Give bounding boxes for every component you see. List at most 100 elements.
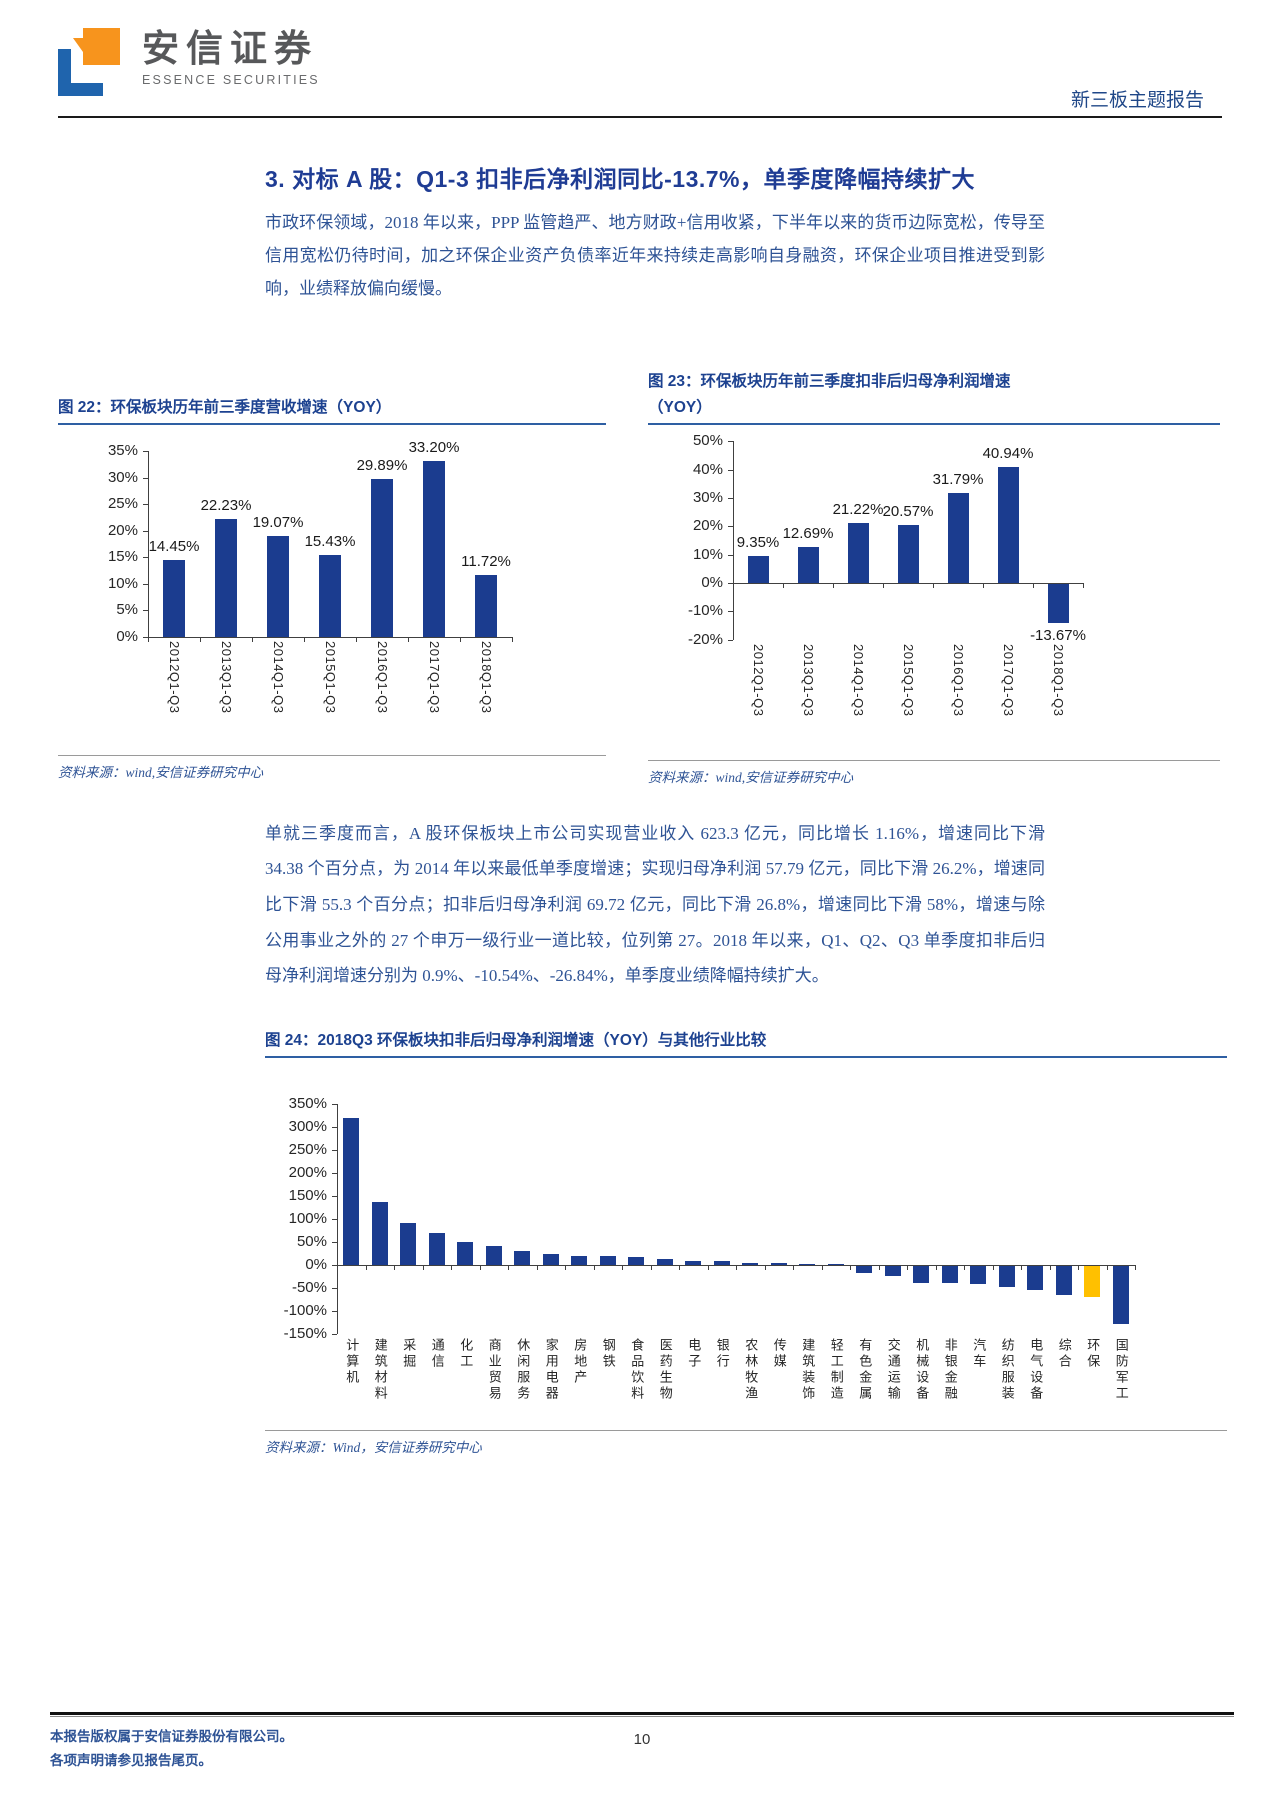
data-label: 33.20% <box>408 438 460 456</box>
data-label: 11.72% <box>461 552 511 570</box>
figure-24-source: 资料来源：Wind，安信证券研究中心 <box>265 1430 1227 1456</box>
y-tick-label: 250% <box>288 1141 327 1159</box>
y-tick-label: 0% <box>305 1256 327 1274</box>
x-tick <box>707 1265 709 1271</box>
chart-bar <box>267 535 289 637</box>
figure-22: 图 22：环保板块历年前三季度营收增速（YOY） 35% 30% 25% 20% 15%… <box>58 359 606 785</box>
header-divider <box>58 116 1222 118</box>
x-category-label: 传媒 <box>771 1338 787 1371</box>
data-label: 29.89% <box>356 456 408 474</box>
figure-24-title: 图 24：2018Q3 环保板块扣非后归母净利润增速（YOY）与其他行业比较 <box>265 1031 767 1049</box>
x-category-label: 钢铁 <box>600 1338 616 1371</box>
y-tick-label: 30% <box>107 468 138 486</box>
x-tick <box>565 1265 566 1271</box>
y-tick-label: 200% <box>288 1164 327 1182</box>
y-tick-label: 100% <box>288 1210 327 1228</box>
figure-23-chart: 50% 40% 30% 20% 10% 0% -10% -20% 9.35% 12.69% 21.2… <box>648 432 1220 751</box>
x-tick <box>148 636 149 642</box>
x-category-label: 2013Q1-Q3 <box>219 640 234 714</box>
chart-bar <box>685 1260 702 1266</box>
x-category-label: 医药生物 <box>657 1338 673 1403</box>
copyright-line: 本报告版权属于安信证券股份有限公司。 <box>50 1729 293 1744</box>
chart-bar <box>400 1222 417 1266</box>
y-tick <box>728 639 733 641</box>
y-axis <box>148 451 149 637</box>
y-tick <box>143 477 148 479</box>
chart-bar <box>970 1266 987 1284</box>
x-tick <box>479 1265 481 1271</box>
brand-name-cn: 安信证券 <box>142 28 318 69</box>
y-tick <box>728 498 733 500</box>
brand-name-en: ESSENCE SECURITIES <box>142 72 320 87</box>
figure-row: 图 22：环保板块历年前三季度营收增速（YOY） 35% 30% 25% 20% 15%… <box>58 359 1222 785</box>
logo-orange-cube <box>83 28 120 65</box>
chart-bar <box>941 1266 958 1284</box>
data-label: 14.45% <box>148 538 200 556</box>
y-tick <box>143 451 148 453</box>
y-tick-label: -150% <box>283 1325 327 1343</box>
y-tick <box>728 611 733 613</box>
y-tick <box>728 469 733 471</box>
x-tick <box>736 1265 737 1271</box>
x-tick <box>883 582 884 588</box>
x-tick <box>1083 582 1084 588</box>
y-tick <box>143 530 148 532</box>
data-label: 12.69% <box>782 525 834 542</box>
footer-divider <box>50 1712 1234 1717</box>
x-tick <box>733 582 734 588</box>
x-category-label: 2014Q1-Q3 <box>851 643 866 716</box>
x-category-label: 非银金融 <box>942 1338 958 1403</box>
figure-22-chart: 35% 30% 25% 20% 15% 10% 5% 0% 14.45% 22.23% 19.07%… <box>58 433 606 747</box>
x-category-label: 交通运输 <box>885 1338 901 1403</box>
x-tick <box>907 1265 908 1271</box>
logo-fold <box>73 38 83 52</box>
y-tick-label: 25% <box>107 495 138 513</box>
x-tick <box>1021 1265 1022 1271</box>
x-tick <box>365 1265 367 1271</box>
y-tick-label: 20% <box>107 521 138 539</box>
chart-bar <box>913 1266 930 1283</box>
x-tick <box>992 1265 994 1271</box>
y-tick-label: 20% <box>692 517 723 535</box>
x-category-label: 机械设备 <box>914 1338 930 1403</box>
x-tick <box>935 1265 937 1271</box>
x-category-label: 汽车 <box>971 1338 987 1371</box>
chart-bar <box>1055 1266 1072 1295</box>
x-tick <box>304 636 305 642</box>
y-tick <box>143 610 148 612</box>
chart-bar <box>713 1261 730 1266</box>
x-category-label: 2017Q1-Q3 <box>1001 643 1016 716</box>
x-category-label: 轻工制造 <box>828 1338 844 1403</box>
x-category-label: 2015Q1-Q3 <box>323 640 338 714</box>
chart-bar <box>1112 1266 1129 1324</box>
y-tick <box>332 1150 337 1152</box>
data-label: 40.94% <box>982 445 1034 463</box>
figure-22-title: 图 22：环保板块历年前三季度营收增速（YOY） <box>58 399 392 417</box>
chart-bar <box>847 522 869 583</box>
report-body: 3. 对标 A 股：Q1-3 扣非后净利润同比-13.7%，单季度降幅持续扩大 … <box>0 160 1280 1456</box>
x-tick <box>593 1265 595 1271</box>
figure-23-source: 资料来源：wind,安信证券研究中心 <box>648 759 1220 786</box>
x-tick <box>1033 582 1034 588</box>
figure-23-title: 图 23：环保板块历年前三季度扣非后归母净利润增速 <box>648 372 1011 390</box>
chart-bar <box>163 560 185 637</box>
data-label: 19.07% <box>252 513 304 531</box>
chart-bar <box>997 467 1019 583</box>
y-tick <box>728 582 733 584</box>
figure-22-title-rule <box>58 423 606 426</box>
x-tick <box>983 582 984 588</box>
x-tick <box>422 1265 424 1271</box>
y-tick <box>143 583 148 585</box>
y-tick <box>332 1127 337 1129</box>
x-category-label: 纺织服装 <box>999 1338 1015 1403</box>
x-tick <box>394 1265 395 1271</box>
chart-bar <box>514 1251 531 1266</box>
data-label: 9.35% <box>736 534 780 552</box>
data-label: 15.43% <box>304 533 356 551</box>
chart-bar <box>628 1257 645 1266</box>
page-header: 安信证券 ESSENCE SECURITIES 新三板主题报告 <box>0 0 1280 116</box>
x-category-label: 综合 <box>1056 1338 1072 1371</box>
report-type-label: 新三板主题报告 <box>1070 90 1204 111</box>
y-tick-label: 15% <box>107 548 138 566</box>
figure-22-source: 资料来源：wind,安信证券研究中心 <box>58 754 606 781</box>
